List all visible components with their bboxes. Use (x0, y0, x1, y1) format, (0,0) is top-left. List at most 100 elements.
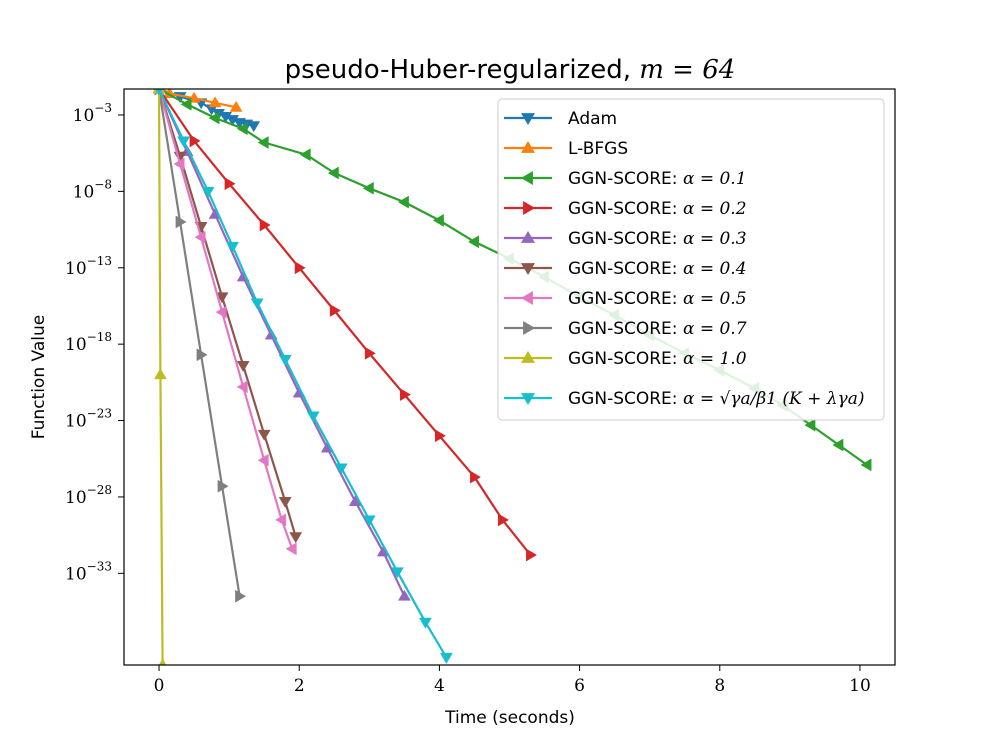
legend-item-0: Adam (504, 109, 617, 129)
series-6-point-5 (257, 453, 269, 467)
series-3-point-11 (526, 548, 537, 562)
legend-math-3: α = 0.2 (683, 199, 747, 219)
legend-name-7: GGN-SCORE: (568, 319, 683, 339)
legend-math-4: α = 0.3 (683, 229, 747, 249)
legend-name-4: GGN-SCORE: (568, 229, 683, 249)
y-tick-base: 10 (65, 412, 87, 432)
series-7-point-2 (196, 348, 208, 362)
series-9-point-3 (226, 241, 240, 253)
series-9-point-8 (362, 515, 376, 527)
legend-label-7: GGN-SCORE: α = 0.7 (568, 319, 747, 339)
x-tick-label-3: 6 (574, 676, 585, 696)
series-9 (155, 89, 453, 664)
y-tick-power: −23 (87, 407, 112, 421)
series-1-point-3 (208, 96, 222, 108)
legend-label-2: GGN-SCORE: α = 0.1 (568, 169, 747, 189)
legend-marker-3 (523, 201, 535, 215)
series-2-point-2 (208, 111, 220, 125)
series-9-point-6 (306, 411, 320, 423)
series-0-point-9 (247, 121, 261, 133)
legend-math-7: α = 0.7 (683, 319, 747, 339)
y-tick-label-1: 10−8 (73, 177, 112, 202)
x-axis-label: Time (seconds) (444, 708, 575, 728)
legend-item-7: GGN-SCORE: α = 0.7 (504, 319, 747, 339)
series-9-point-4 (250, 298, 264, 310)
y-tick-base: 10 (65, 335, 87, 355)
series-4-point-9 (397, 589, 411, 601)
series-7-point-4 (235, 589, 247, 603)
legend-item-6: GGN-SCORE: α = 0.5 (504, 289, 747, 309)
series-6-point-7 (285, 542, 297, 556)
legend-label-8: GGN-SCORE: α = 1.0 (568, 349, 747, 369)
series-2-point-10 (468, 235, 479, 249)
legend-marker-4 (521, 231, 535, 243)
series-5-point-5 (257, 429, 271, 441)
y-tick-label-3: 10−18 (65, 330, 112, 355)
chart-title-math: m = 64 (639, 55, 735, 85)
legend-marker-2 (521, 171, 533, 185)
y-tick-power: −8 (94, 177, 112, 191)
series-line-3 (158, 89, 532, 556)
series-8-point-2 (158, 658, 167, 665)
y-tick-power: −33 (87, 559, 112, 573)
legend-item-4: GGN-SCORE: α = 0.3 (504, 229, 747, 249)
legend-marker-6 (521, 291, 533, 305)
series-9-point-9 (390, 567, 404, 579)
series-3-point-9 (470, 470, 481, 484)
series-2-point-21 (832, 438, 844, 452)
legend-name-0: Adam (568, 109, 617, 129)
series-5-point-4 (236, 361, 250, 372)
legend-math-6: α = 0.5 (683, 289, 747, 309)
x-tick-label-4: 8 (714, 676, 725, 696)
y-axis-label: Function Value (29, 315, 49, 439)
plot-area (123, 88, 896, 666)
legend-item-2: GGN-SCORE: α = 0.1 (504, 169, 747, 189)
series-5-point-6 (278, 497, 292, 508)
series-line-9 (158, 89, 448, 658)
legend-name-9: GGN-SCORE: (568, 389, 683, 409)
series-layer (152, 89, 872, 665)
series-2-point-5 (299, 148, 311, 162)
legend-label-1: L-BFGS (568, 139, 628, 159)
y-tick-power: −13 (87, 254, 112, 268)
series-9-point-10 (418, 617, 432, 629)
legend-name-8: GGN-SCORE: (568, 349, 683, 369)
y-tick-label-6: 10−33 (65, 559, 112, 584)
series-3-point-4 (294, 261, 306, 275)
legend-label-5: GGN-SCORE: α = 0.4 (568, 259, 747, 279)
legend-marker-5 (521, 263, 535, 275)
y-tick-power: −28 (87, 483, 112, 497)
legend-item-5: GGN-SCORE: α = 0.4 (504, 259, 747, 279)
series-3-point-5 (329, 304, 341, 317)
series-6-point-1 (173, 157, 185, 171)
series-6-point-3 (215, 305, 227, 319)
series-3-point-1 (189, 134, 201, 148)
legend-name-2: GGN-SCORE: (568, 169, 683, 189)
legend-marker-1 (521, 141, 535, 153)
series-3-point-3 (259, 218, 271, 232)
series-5-point-7 (289, 532, 303, 544)
series-3-point-7 (399, 388, 411, 402)
legend-math-9: α = √γa/β1 (K + λγa) (683, 389, 865, 409)
y-tick-base: 10 (65, 259, 87, 279)
series-2-point-6 (327, 166, 339, 180)
plot-frame (123, 88, 896, 666)
x-tick-label-5: 10 (849, 676, 871, 696)
y-tick-label-5: 10−28 (65, 483, 112, 508)
legend-marker-9 (521, 393, 535, 405)
chart-title: pseudo-Huber-regularized, m = 64 (285, 55, 736, 85)
series-3-point-8 (434, 429, 446, 443)
legend-marker-8 (521, 351, 535, 363)
series-9-point-5 (278, 354, 292, 366)
legend-item-1: L-BFGS (504, 139, 628, 159)
legend-math-2: α = 0.1 (683, 169, 747, 189)
series-2-point-9 (432, 213, 444, 227)
x-tick-label-2: 4 (434, 676, 445, 696)
series-1-point-4 (229, 100, 243, 112)
legend-name-6: GGN-SCORE: (568, 289, 683, 309)
legend-label-4: GGN-SCORE: α = 0.3 (568, 229, 747, 249)
y-tick-label-4: 10−23 (65, 407, 112, 432)
legend-name-5: GGN-SCORE: (568, 259, 683, 279)
